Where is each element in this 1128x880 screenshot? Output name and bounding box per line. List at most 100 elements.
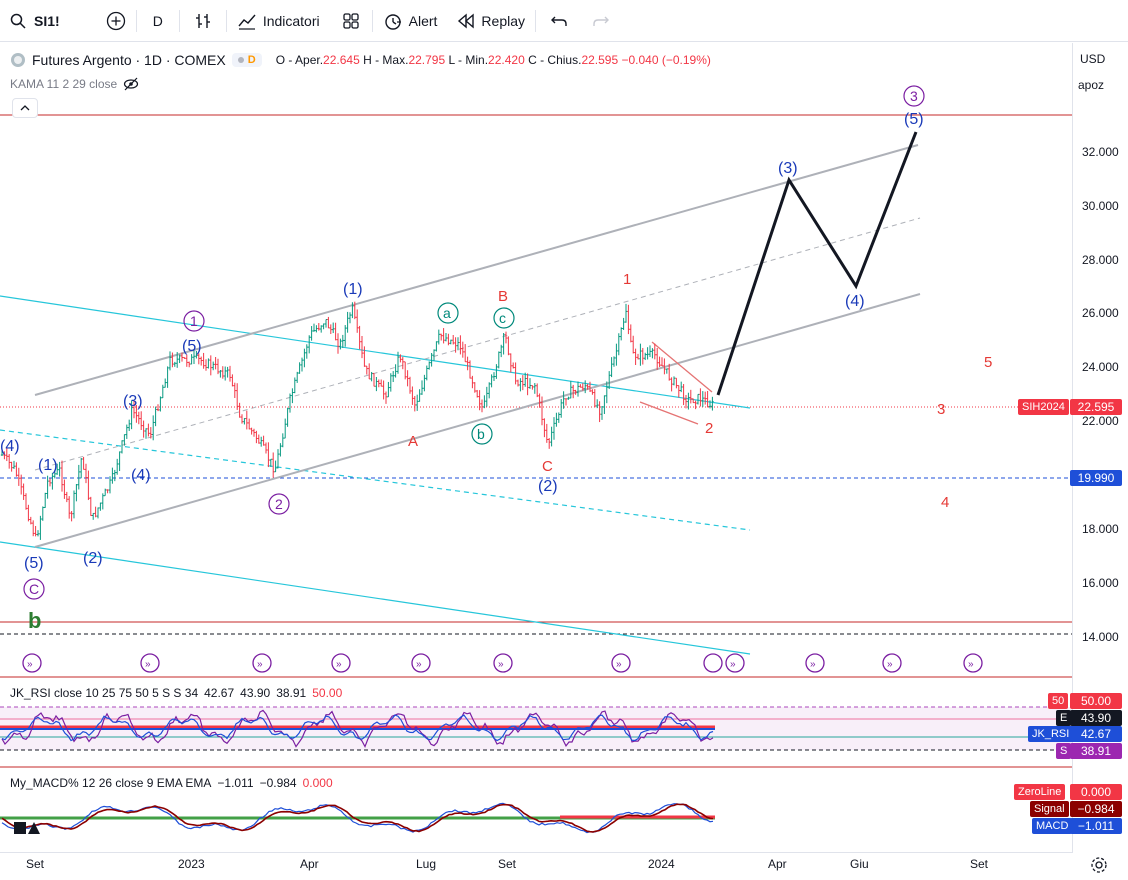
undo-button[interactable] (536, 0, 582, 42)
top-toolbar: SI1! D Indicatori Alert Replay (0, 0, 1128, 42)
rsi-value: 43.90 (240, 686, 271, 700)
rsi-badge-rsi: 42.67 (1070, 726, 1122, 742)
price-tick: 18.000 (1082, 522, 1119, 536)
collapse-legend-button[interactable] (12, 98, 38, 118)
wave-label-red: B (498, 288, 508, 305)
symbol-price-badge: SIH2024 (1018, 399, 1069, 415)
price-tick: 14.000 (1082, 630, 1119, 644)
event-marker-icon[interactable] (140, 653, 160, 673)
settings-button[interactable] (1090, 856, 1108, 877)
macd-zero-key: ZeroLine (1014, 784, 1066, 800)
wave-label-red: 4 (941, 494, 949, 511)
replay-button[interactable]: Replay (447, 0, 535, 42)
alert-button[interactable]: Alert (373, 0, 448, 42)
wave-label-blue: (5) (182, 338, 202, 355)
layouts-button[interactable] (330, 0, 372, 42)
status-pill: D (231, 53, 262, 67)
event-markers[interactable]: » » » » » » » » » » » (22, 653, 983, 673)
wave-label-purple: 3 (910, 88, 918, 104)
rsi-value: 38.91 (276, 686, 307, 700)
price-tick: 24.000 (1082, 360, 1119, 374)
rsi-series (1, 709, 714, 749)
wave-label-blue: (1) (343, 281, 363, 298)
high-value: 22.795 (408, 53, 446, 67)
current-price-badge: 22.595 (1070, 399, 1122, 415)
time-tick: 2024 (648, 857, 675, 871)
time-tick: Apr (768, 857, 787, 871)
eye-hidden-icon[interactable] (123, 77, 139, 91)
event-marker-icon[interactable] (411, 653, 431, 673)
macd-legend: My_MACD% 12 26 close 9 EMA EMA −1.011 −0… (10, 776, 333, 790)
scale-mode-label[interactable]: apoz (1078, 78, 1105, 92)
rsi-value: 50.00 (312, 686, 343, 700)
symbol-logo-icon (11, 53, 25, 67)
wave-label-purple: 1 (190, 313, 198, 329)
wave-label-blue: (1) (38, 457, 58, 474)
rsi-value: 42.67 (204, 686, 235, 700)
time-tick: Lug (416, 857, 437, 871)
compare-button[interactable] (70, 0, 136, 42)
wave-label-blue: (3) (123, 393, 143, 410)
undo-icon (551, 16, 567, 26)
macd-signal-badge: −0.984 (1070, 801, 1122, 817)
toolbar-divider (225, 9, 227, 32)
interval-button[interactable]: D (137, 0, 179, 42)
time-axis[interactable] (0, 852, 1072, 880)
event-marker-arrow: » (968, 659, 974, 670)
event-marker-arrow: » (887, 659, 893, 670)
time-tick: Set (26, 857, 45, 871)
wave-label-green: a (443, 305, 451, 321)
rsi-badge-e: 43.90 (1070, 710, 1122, 726)
event-marker-icon[interactable] (252, 653, 272, 673)
wave-label-green: b (477, 426, 485, 442)
indicators-label: Indicatori (262, 12, 320, 29)
wave-label-green: c (499, 310, 506, 326)
wave-label-blue: (5) (904, 111, 924, 128)
rsi-signal-series (1, 714, 714, 742)
event-marker-icon[interactable] (882, 653, 902, 673)
kama-legend[interactable]: KAMA 11 2 29 close (10, 77, 139, 91)
indicators-button[interactable]: Indicatori (227, 0, 330, 42)
event-marker-icon[interactable] (493, 653, 513, 673)
redo-button[interactable] (582, 0, 620, 42)
event-marker-icon[interactable] (805, 653, 825, 673)
event-marker-icon[interactable] (331, 653, 351, 673)
tradingview-logo (14, 822, 40, 834)
change-value: −0.040 (−0.19%) (621, 53, 711, 67)
projection-path (716, 131, 918, 396)
event-marker-icon[interactable] (611, 653, 631, 673)
wave-label-green-b: b (28, 608, 41, 633)
wave-label-red: 5 (984, 354, 992, 371)
channel-middle (34, 217, 921, 471)
wave-label-red: A (408, 433, 418, 450)
high-label: H - Max. (363, 53, 409, 67)
cyan-trendline-top (0, 295, 751, 409)
event-marker-icon[interactable] (963, 653, 983, 673)
open-label: O - Aper. (275, 53, 324, 67)
low-value: 22.420 (488, 53, 525, 67)
close-label: C - Chius. (528, 53, 582, 67)
event-marker-arrow: » (336, 659, 342, 670)
rsi-legend: JK_RSI close 10 25 75 50 5 S S 34 42.67 … (10, 686, 342, 700)
event-marker-icon[interactable] (703, 653, 723, 673)
channel-lower (34, 293, 921, 548)
price-tick: 32.000 (1082, 145, 1119, 159)
chart-type-button[interactable] (180, 0, 226, 42)
time-tick: Set (498, 857, 517, 871)
time-tick: 2023 (178, 857, 205, 871)
toolbar-divider (178, 9, 180, 32)
wave-label-blue: (4) (0, 438, 20, 455)
currency-button[interactable]: USD (1080, 52, 1106, 66)
price-tick: 22.000 (1082, 414, 1119, 428)
price-tick: 16.000 (1082, 576, 1119, 590)
time-tick: Set (970, 857, 989, 871)
event-marker-icon[interactable] (22, 653, 42, 673)
interval-label: D (152, 12, 163, 29)
price-candles (0, 301, 714, 540)
rsi-badge-50: 50.00 (1070, 693, 1122, 709)
cyan-trendline-bottom (0, 541, 751, 655)
alarm-clock-icon (384, 13, 401, 30)
symbol-search-button[interactable]: SI1! (0, 0, 70, 42)
event-marker-icon[interactable] (725, 653, 745, 673)
